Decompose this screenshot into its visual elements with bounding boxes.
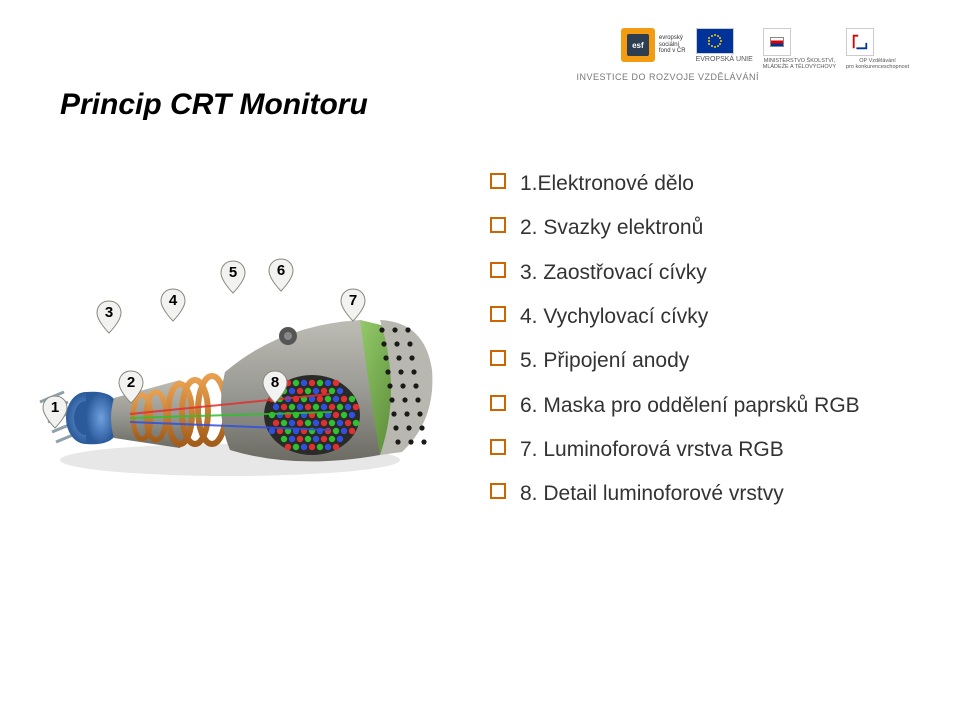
diagram-marker-5: 5: [220, 260, 246, 294]
esf-logo: esf evropský sociální fond v ČR: [621, 28, 686, 62]
ministry-logo: MINISTERSTVO ŠKOLSTVÍ, MLÁDEŽE A TĚLOVÝC…: [763, 28, 836, 70]
page-title: Princip CRT Monitoru: [60, 88, 368, 122]
bullet-icon: [490, 395, 506, 411]
bullet-icon: [490, 439, 506, 455]
legend-item-5: 5. Připojení anody: [490, 347, 910, 375]
header-logo-strip: esf evropský sociální fond v ČR EVROPSKÁ…: [621, 28, 909, 70]
diagram-marker-8: 8: [262, 370, 288, 404]
op-logo: OP Vzdělávání pro konkurenceschopnost: [846, 28, 909, 70]
ministry-icon: [763, 28, 791, 56]
invest-caption: INVESTICE DO ROZVOJE VZDĚLÁVÁNÍ: [576, 72, 759, 82]
eu-caption: EVROPSKÁ UNIE: [696, 56, 753, 63]
bullet-icon: [490, 262, 506, 278]
op-icon: [846, 28, 874, 56]
legend-item-1: 1.Elektronové dělo: [490, 170, 910, 198]
legend-item-3: 3. Zaostřovací cívky: [490, 259, 910, 287]
esf-text: esf: [627, 34, 649, 56]
op-caption: OP Vzdělávání pro konkurenceschopnost: [846, 58, 909, 70]
legend-text: 4. Vychylovací cívky: [520, 303, 708, 331]
legend-text: 8. Detail luminoforové vrstvy: [520, 480, 784, 508]
legend-item-6: 6. Maska pro oddělení paprsků RGB: [490, 392, 910, 420]
crt-svg: [30, 170, 450, 480]
legend-text: 6. Maska pro oddělení paprsků RGB: [520, 392, 860, 420]
eu-flag-icon: [696, 28, 734, 54]
esf-lines: evropský sociální fond v ČR: [659, 35, 686, 55]
diagram-marker-3: 3: [96, 300, 122, 334]
diagram-marker-4: 4: [160, 288, 186, 322]
diagram-marker-7: 7: [340, 288, 366, 322]
bullet-icon: [490, 483, 506, 499]
bullet-icon: [490, 306, 506, 322]
legend-item-8: 8. Detail luminoforové vrstvy: [490, 480, 910, 508]
legend-text: 3. Zaostřovací cívky: [520, 259, 707, 287]
legend-text: 7. Luminoforová vrstva RGB: [520, 436, 784, 464]
legend-item-7: 7. Luminoforová vrstva RGB: [490, 436, 910, 464]
diagram-marker-1: 1: [42, 395, 68, 429]
legend-text: 1.Elektronové dělo: [520, 170, 694, 198]
bullet-icon: [490, 217, 506, 233]
legend-text: 5. Připojení anody: [520, 347, 689, 375]
crt-diagram: 1 2 3 4 5 6 7: [30, 170, 450, 480]
legend-list: 1.Elektronové dělo 2. Svazky elektronů 3…: [490, 170, 910, 525]
legend-item-4: 4. Vychylovací cívky: [490, 303, 910, 331]
diagram-marker-2: 2: [118, 370, 144, 404]
diagram-marker-6: 6: [268, 258, 294, 292]
bullet-icon: [490, 350, 506, 366]
ministry-caption: MINISTERSTVO ŠKOLSTVÍ, MLÁDEŽE A TĚLOVÝC…: [763, 58, 836, 70]
eu-logo: EVROPSKÁ UNIE: [696, 28, 753, 63]
legend-item-2: 2. Svazky elektronů: [490, 214, 910, 242]
bullet-icon: [490, 173, 506, 189]
legend-text: 2. Svazky elektronů: [520, 214, 703, 242]
